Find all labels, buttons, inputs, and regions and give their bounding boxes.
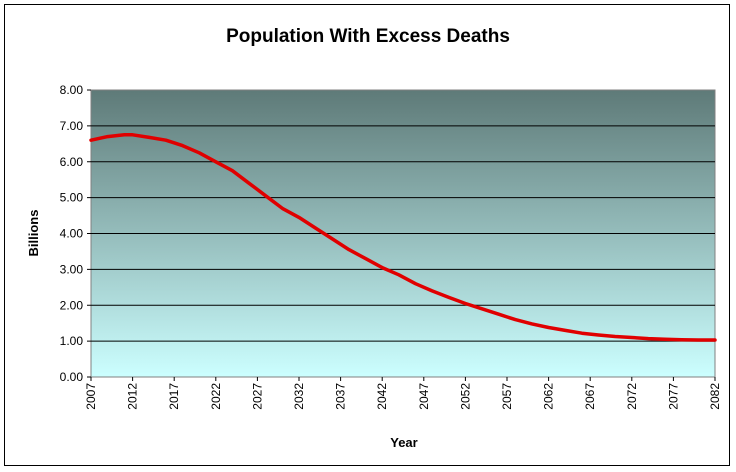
y-tick-label: 5.00 <box>60 191 84 205</box>
x-tick-label: 2042 <box>375 383 389 410</box>
x-axis-title: Year <box>390 435 417 450</box>
x-tick-label: 2037 <box>334 383 348 410</box>
x-tick-label: 2027 <box>250 383 264 410</box>
x-tick-label: 2082 <box>708 383 722 410</box>
x-tick-label: 2047 <box>417 383 431 410</box>
x-tick-label: 2077 <box>666 383 680 410</box>
y-axis-ticks: 0.00 1.00 2.00 3.00 4.00 5.00 6.00 7.00 8.00 <box>60 83 91 384</box>
x-tick-label: 2062 <box>542 383 556 410</box>
x-tick-label: 2022 <box>209 383 223 410</box>
y-tick-label: 4.00 <box>60 227 84 241</box>
x-tick-label: 2057 <box>500 383 514 410</box>
y-axis-title: Billions <box>26 210 41 257</box>
x-tick-label: 2012 <box>126 383 140 410</box>
x-tick-label: 2007 <box>84 383 98 410</box>
x-tick-label: 2052 <box>458 383 472 410</box>
grid-lines <box>91 125 715 342</box>
x-axis-ticks: 2007 2012 2017 2022 2027 2032 2037 2042 2047 2052… <box>84 377 722 410</box>
x-tick-label: 2067 <box>583 383 597 410</box>
x-tick-label: 2072 <box>625 383 639 410</box>
y-tick-label: 2.00 <box>60 298 84 312</box>
x-tick-label: 2032 <box>292 383 306 410</box>
x-tick-label: 2017 <box>167 383 181 410</box>
y-tick-label: 3.00 <box>60 262 84 276</box>
y-tick-label: 6.00 <box>60 155 84 169</box>
series-line <box>89 133 717 342</box>
y-tick-label: 8.00 <box>60 83 84 97</box>
chart-title: Population With Excess Deaths <box>226 26 510 47</box>
y-tick-label: 1.00 <box>60 334 84 348</box>
y-tick-label: 0.00 <box>60 370 84 384</box>
y-tick-label: 7.00 <box>60 119 84 133</box>
